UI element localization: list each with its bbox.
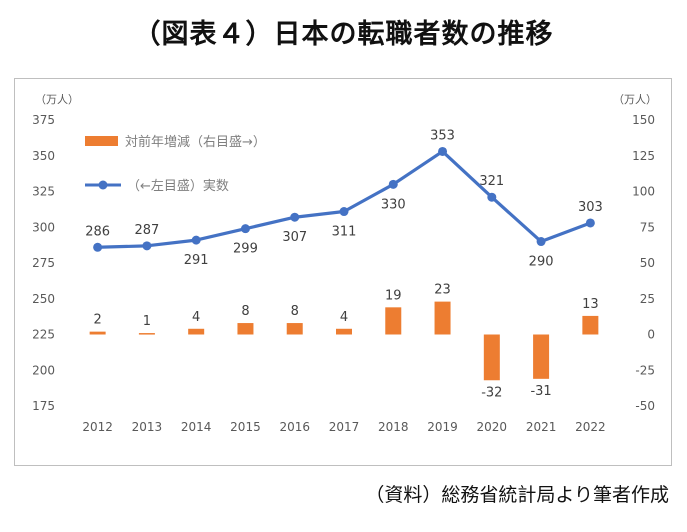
line-data-label: 321 [479, 174, 504, 189]
bar-data-label: 2 [93, 313, 101, 328]
line-point [487, 192, 497, 202]
x-tick-label: 2015 [230, 420, 261, 434]
line-point [536, 237, 546, 247]
bar [385, 307, 402, 335]
line-point [339, 207, 349, 217]
right-axis-unit: （万人） [613, 93, 657, 106]
bar [434, 301, 451, 335]
legend-bar-label: 対前年増減（右目盛→） [125, 134, 266, 150]
line-point [585, 218, 595, 228]
right-tick-label: 50 [640, 256, 655, 270]
line-data-label: 287 [134, 223, 159, 238]
bar-data-label: 1 [143, 314, 151, 329]
left-tick-label: 275 [32, 256, 55, 270]
line-data-label: 353 [430, 128, 455, 143]
bar [89, 331, 106, 335]
x-tick-label: 2019 [427, 420, 458, 434]
x-tick-label: 2016 [279, 420, 310, 434]
chart-svg: （万人） （万人）175200225250275300325350375-50-2… [32, 93, 657, 434]
left-tick-label: 250 [32, 292, 55, 306]
left-tick-label: 225 [32, 328, 55, 342]
x-tick-label: 2021 [526, 420, 557, 434]
line-data-label: 307 [282, 230, 307, 245]
bar-data-label: -32 [481, 385, 502, 400]
line-point [388, 179, 398, 189]
right-tick-label: 75 [640, 220, 655, 234]
bar [188, 328, 205, 335]
line-data-label: 299 [233, 242, 258, 257]
bar [533, 334, 550, 379]
line-point [142, 241, 152, 251]
bar-data-label: 13 [582, 297, 599, 312]
x-tick-label: 2022 [575, 420, 606, 434]
bar [483, 334, 500, 381]
bar-data-label: 19 [385, 288, 402, 303]
chart-title: （図表４）日本の転職者数の推移 [133, 19, 554, 50]
bar-data-label: 8 [241, 304, 249, 319]
line-point [191, 235, 201, 245]
right-tick-label: 100 [632, 185, 655, 199]
legend-line-label: （←左目盛）実数 [127, 178, 229, 194]
left-tick-label: 200 [32, 363, 55, 377]
right-tick-label: -50 [635, 399, 655, 413]
bar-data-label: 4 [192, 310, 200, 325]
line-data-label: 290 [529, 255, 554, 270]
bar-data-label: 23 [434, 283, 451, 298]
left-tick-label: 350 [32, 149, 55, 163]
x-tick-label: 2017 [329, 420, 360, 434]
bar [138, 333, 155, 335]
x-tick-label: 2012 [82, 420, 113, 434]
chart-area: （万人） （万人） 175 200 225 250 275 300 325 350 375 -50 -2… [14, 78, 672, 466]
left-axis-unit: （万人） [35, 93, 79, 106]
line-data-label: 286 [85, 224, 110, 239]
right-tick-label: 150 [632, 113, 655, 127]
bar [286, 323, 303, 335]
x-tick-label: 2014 [181, 420, 212, 434]
bar-data-label: 4 [340, 310, 348, 325]
bar [336, 328, 352, 335]
right-tick-label: 25 [640, 292, 655, 306]
line-data-label: 291 [184, 253, 209, 268]
left-tick-label: 325 [32, 185, 55, 199]
left-tick-label: 300 [32, 220, 55, 234]
line-data-label: 311 [332, 225, 357, 240]
left-tick-label: 175 [32, 399, 55, 413]
legend-bar-swatch [85, 136, 118, 146]
right-tick-label: -25 [635, 363, 655, 377]
line-point [240, 224, 250, 234]
line-point [290, 212, 300, 222]
line-data-label: 330 [381, 197, 406, 212]
bar-data-label: -31 [530, 384, 551, 399]
source-note: （資料）総務省統計局より筆者作成 [365, 484, 669, 506]
x-tick-label: 2020 [477, 420, 508, 434]
line-point [93, 242, 103, 252]
left-tick-label: 375 [32, 113, 55, 127]
right-tick-label: 0 [647, 328, 655, 342]
legend-line-marker [98, 180, 108, 190]
x-tick-label: 2013 [132, 420, 163, 434]
bar [582, 315, 599, 335]
x-tick-label: 2018 [378, 420, 409, 434]
line-point [438, 146, 448, 156]
line-data-label: 303 [578, 200, 603, 215]
bar [237, 323, 254, 335]
right-tick-label: 125 [632, 149, 655, 163]
bar-data-label: 8 [291, 304, 299, 319]
